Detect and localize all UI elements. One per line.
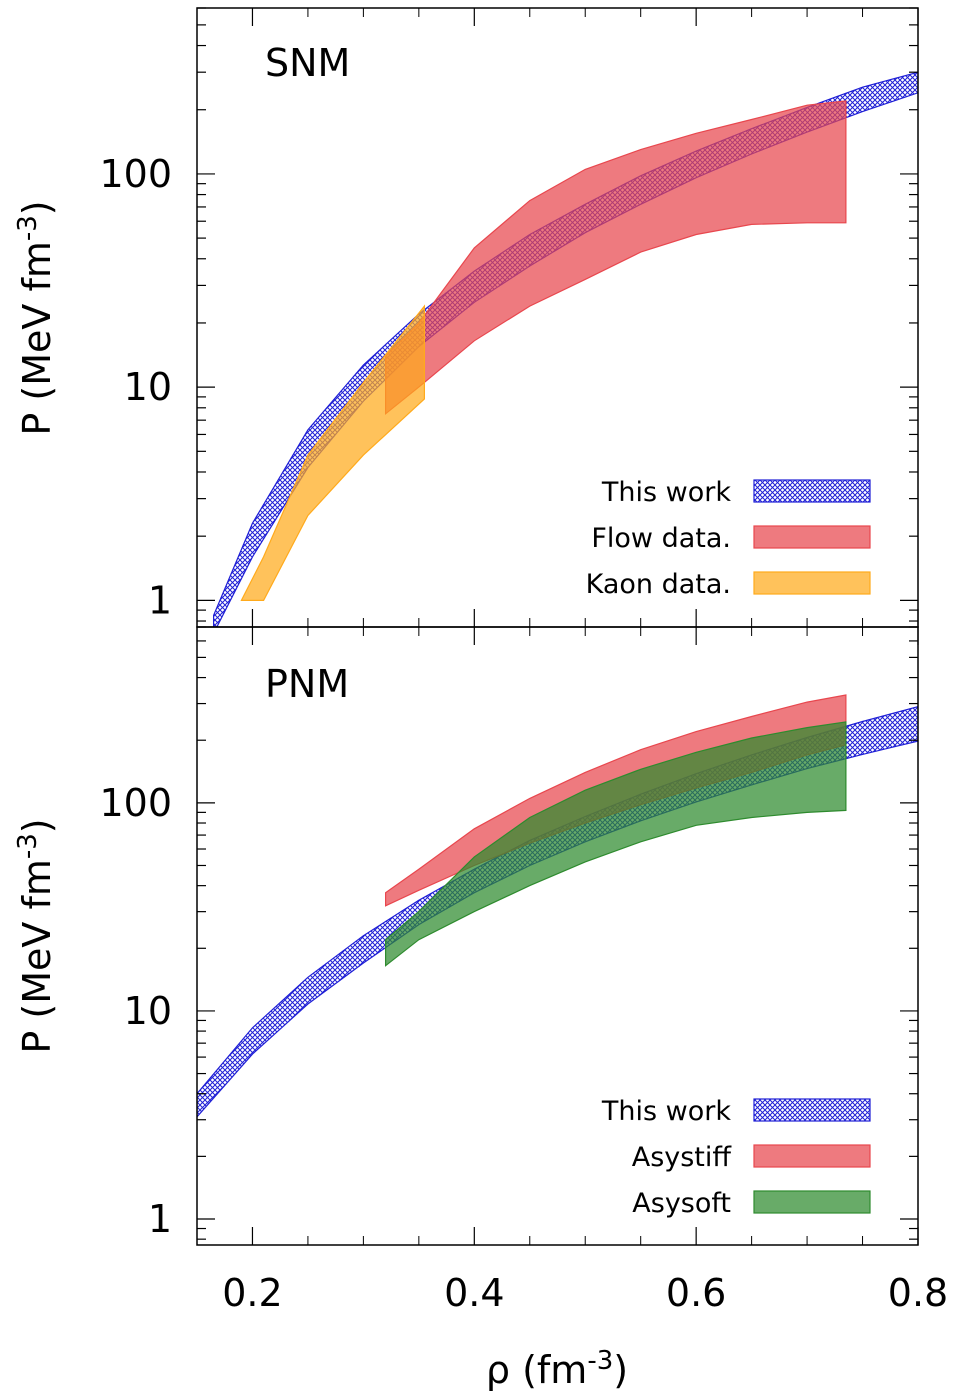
legend-snm: This work Flow data. Kaon data.	[586, 477, 871, 600]
legend-swatch-kaon-data	[753, 571, 871, 595]
series-area-asysoft	[385, 721, 847, 967]
x-axis-title: ρ (fm-3)	[486, 1346, 628, 1392]
frame-pnm	[196, 626, 919, 1246]
series-area-flow-data	[385, 100, 847, 416]
legend-swatch-this-work	[753, 1098, 871, 1122]
x-tick-label: 0.6	[666, 1271, 726, 1315]
panel-pnm: PNM 1 10 100 This work Asystiff Asysoft P (M…	[13, 626, 919, 1246]
y-tick-label: 1	[148, 1197, 172, 1241]
y-tick-label: 1	[148, 578, 172, 622]
legend-label-flow-data: Flow data.	[591, 523, 731, 554]
x-tick-label: 0.8	[888, 1271, 948, 1315]
panel-snm: SNM 1 10 100 This work Flow data. Kaon data.…	[13, 7, 919, 628]
y-axis-title-snm: P (MeV fm-3)	[13, 200, 59, 435]
y-axis-title-pnm: P (MeV fm-3)	[13, 818, 59, 1053]
plot-area-snm	[213, 71, 918, 627]
plot-area-pnm	[197, 694, 918, 1118]
x-tick-labels: 0.2 0.4 0.6 0.8	[222, 1271, 948, 1315]
y-tick-labels-snm: 1 10 100	[99, 152, 172, 622]
legend-swatch-flow-data	[753, 525, 871, 549]
legend-label-this-work: This work	[601, 1096, 731, 1127]
legend-pnm: This work Asystiff Asysoft	[601, 1096, 871, 1219]
legend-label-kaon-data: Kaon data.	[586, 569, 731, 600]
legend-swatch-asystiff	[753, 1144, 871, 1168]
legend-label-asystiff: Asystiff	[632, 1142, 733, 1173]
y-tick-label: 100	[99, 781, 172, 825]
y-tick-label: 100	[99, 152, 172, 196]
legend-swatch-this-work	[753, 479, 871, 503]
y-tick-label: 10	[124, 989, 172, 1033]
y-tick-label: 10	[124, 365, 172, 409]
series-area-kaon-data	[240, 304, 425, 601]
panel-label-pnm: PNM	[265, 662, 349, 706]
x-tick-label: 0.4	[444, 1271, 504, 1315]
legend-label-this-work: This work	[601, 477, 731, 508]
legend-label-asysoft: Asysoft	[632, 1188, 731, 1219]
y-tick-labels-pnm: 1 10 100	[99, 781, 172, 1241]
panel-label-snm: SNM	[265, 41, 350, 85]
x-tick-label: 0.2	[222, 1271, 282, 1315]
legend-swatch-asysoft	[753, 1190, 871, 1214]
